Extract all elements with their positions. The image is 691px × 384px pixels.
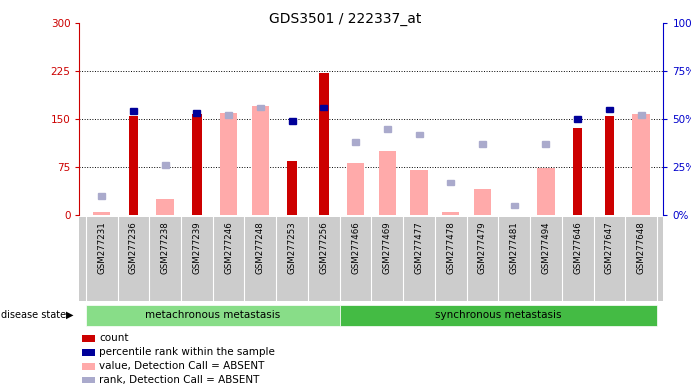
- Bar: [82, 349, 95, 356]
- Text: GSM277248: GSM277248: [256, 221, 265, 274]
- Text: GSM277478: GSM277478: [446, 221, 455, 274]
- Bar: [442, 212, 460, 215]
- Bar: [289, 118, 296, 124]
- Text: GDS3501 / 222337_at: GDS3501 / 222337_at: [269, 12, 422, 25]
- Text: metachronous metastasis: metachronous metastasis: [145, 310, 281, 320]
- Bar: [542, 141, 549, 147]
- Bar: [638, 113, 645, 118]
- Text: GSM277647: GSM277647: [605, 221, 614, 274]
- Bar: [162, 162, 169, 168]
- Text: GSM277479: GSM277479: [478, 221, 487, 274]
- Bar: [93, 212, 111, 215]
- Text: GSM277477: GSM277477: [415, 221, 424, 274]
- Bar: [347, 162, 364, 215]
- Bar: [156, 199, 174, 215]
- Bar: [129, 116, 138, 215]
- Bar: [511, 203, 518, 208]
- Bar: [82, 363, 95, 369]
- Bar: [632, 114, 650, 215]
- Bar: [415, 131, 422, 137]
- Bar: [82, 377, 95, 384]
- Bar: [192, 114, 202, 215]
- Bar: [384, 126, 391, 131]
- Text: count: count: [100, 333, 129, 343]
- Text: GSM277469: GSM277469: [383, 221, 392, 274]
- Bar: [319, 73, 329, 215]
- Text: GSM277481: GSM277481: [510, 221, 519, 274]
- Bar: [573, 128, 583, 215]
- Bar: [340, 305, 657, 326]
- Bar: [98, 193, 105, 199]
- Text: disease state: disease state: [1, 310, 66, 320]
- Text: synchronous metastasis: synchronous metastasis: [435, 310, 562, 320]
- Text: GSM277238: GSM277238: [160, 221, 170, 274]
- Bar: [352, 139, 359, 145]
- Bar: [474, 189, 491, 215]
- Text: GSM277648: GSM277648: [636, 221, 645, 274]
- Bar: [447, 180, 454, 185]
- Text: GSM277494: GSM277494: [542, 221, 551, 274]
- Text: GSM277256: GSM277256: [319, 221, 328, 274]
- Bar: [86, 305, 340, 326]
- Bar: [605, 116, 614, 215]
- Bar: [287, 161, 297, 215]
- Bar: [82, 335, 95, 342]
- Bar: [479, 141, 486, 147]
- Text: GSM277236: GSM277236: [129, 221, 138, 274]
- Bar: [252, 106, 269, 215]
- Text: rank, Detection Call = ABSENT: rank, Detection Call = ABSENT: [100, 375, 260, 384]
- Text: GSM277253: GSM277253: [287, 221, 296, 274]
- Text: percentile rank within the sample: percentile rank within the sample: [100, 347, 275, 357]
- Text: GSM277246: GSM277246: [224, 221, 233, 274]
- Bar: [225, 113, 232, 118]
- Bar: [321, 104, 328, 111]
- Text: GSM277231: GSM277231: [97, 221, 106, 274]
- Text: ▶: ▶: [66, 310, 74, 320]
- Bar: [130, 109, 137, 114]
- Bar: [193, 111, 200, 116]
- Bar: [379, 151, 396, 215]
- Bar: [257, 104, 264, 111]
- Text: GSM277646: GSM277646: [573, 221, 583, 274]
- Bar: [410, 170, 428, 215]
- Bar: [537, 168, 555, 215]
- Text: GSM277239: GSM277239: [192, 221, 201, 274]
- Bar: [220, 113, 237, 215]
- Text: value, Detection Call = ABSENT: value, Detection Call = ABSENT: [100, 361, 265, 371]
- Text: GSM277466: GSM277466: [351, 221, 360, 274]
- Bar: [574, 116, 581, 122]
- Bar: [606, 107, 613, 112]
